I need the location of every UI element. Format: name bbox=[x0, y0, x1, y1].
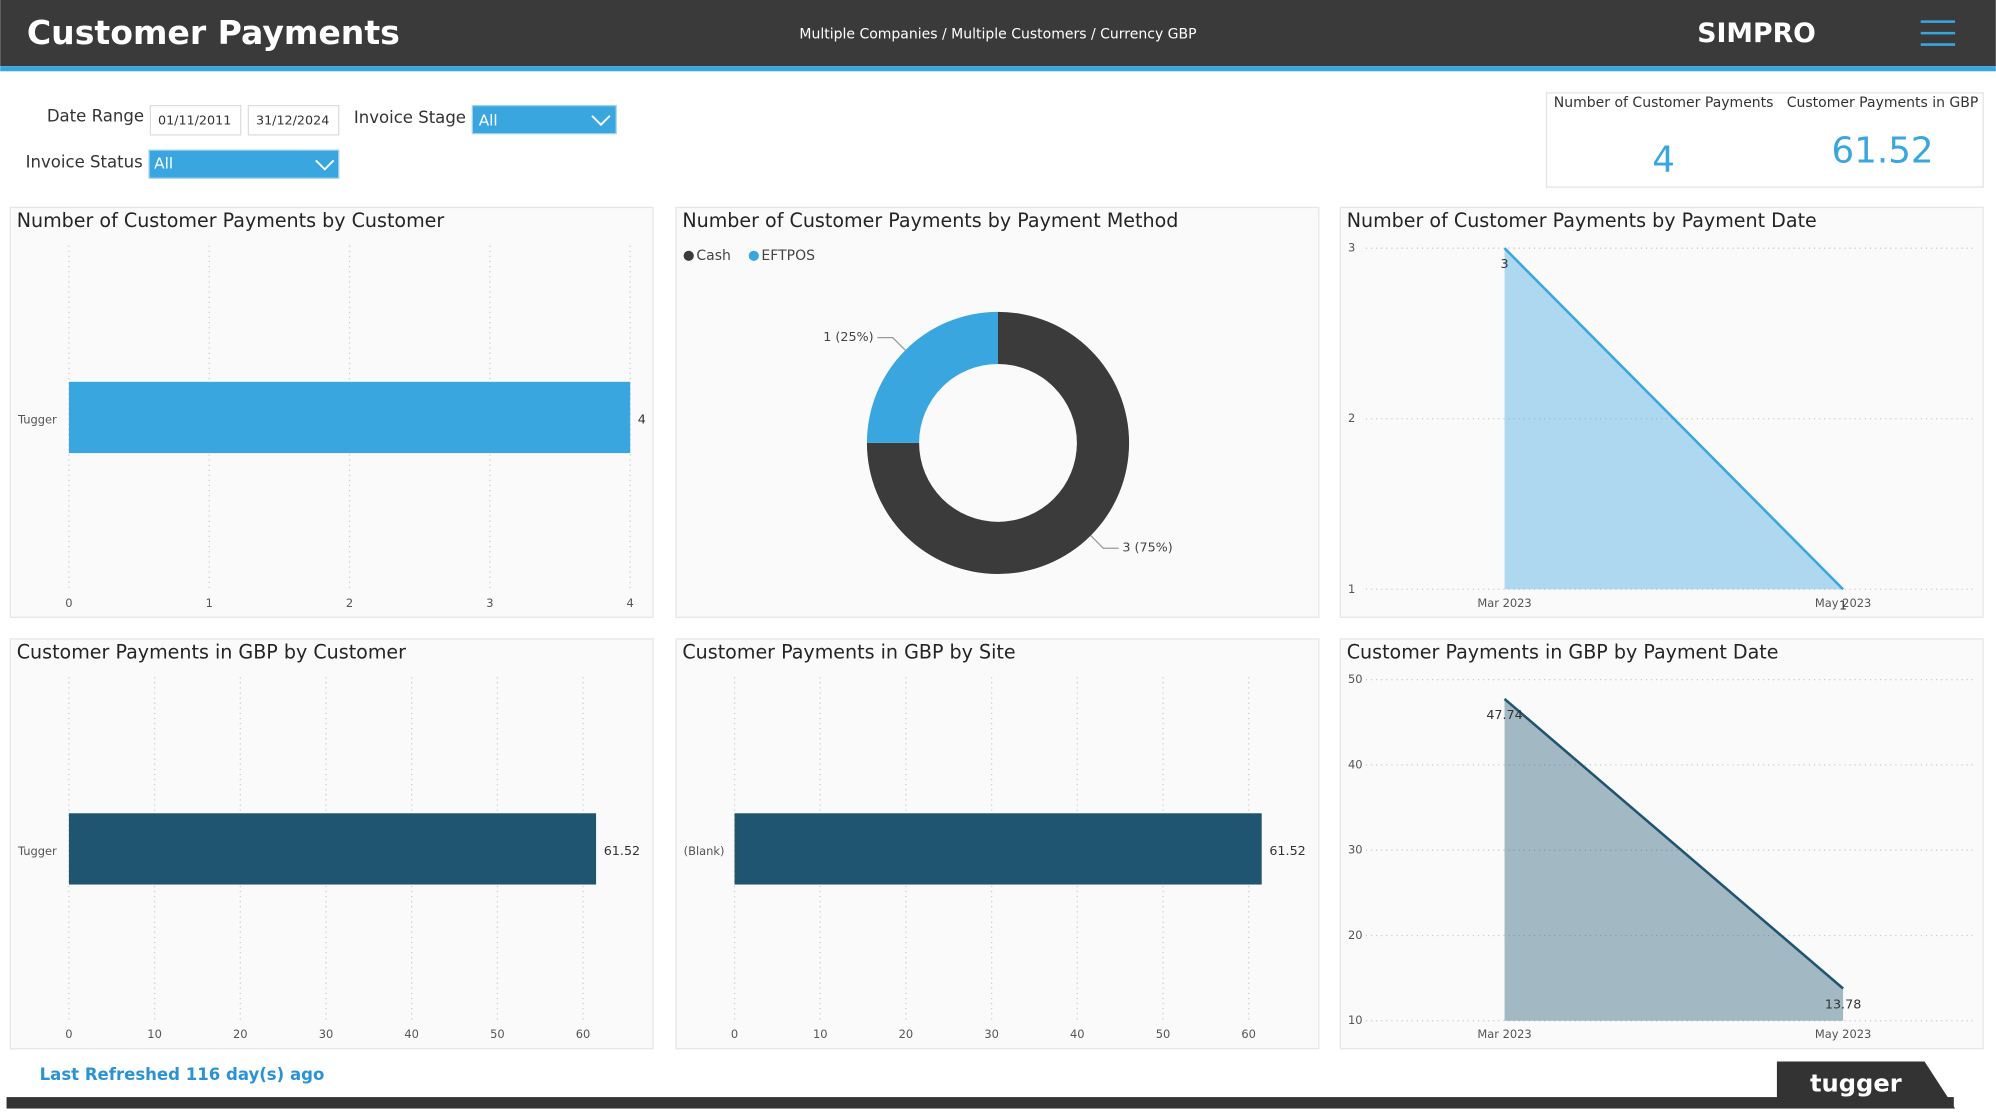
kpi-label: Customer Payments in GBP bbox=[1787, 95, 1979, 111]
data-label: 47.74 bbox=[1486, 707, 1522, 722]
chart-title: Customer Payments in GBP by Site bbox=[682, 640, 1015, 663]
x-tick-label: 4 bbox=[627, 596, 634, 610]
page-title: Customer Payments bbox=[27, 13, 400, 52]
x-tick-label: 40 bbox=[404, 1027, 419, 1041]
x-tick-label: May 2023 bbox=[1815, 1027, 1871, 1041]
dropdown-arrow bbox=[591, 115, 611, 127]
date-to: 31/12/2024 bbox=[256, 112, 329, 127]
x-tick-label: 50 bbox=[1156, 1027, 1171, 1041]
y-tick-label: 1 bbox=[1348, 582, 1355, 596]
filter-label: Invoice Stage bbox=[354, 108, 466, 127]
x-tick-label: 1 bbox=[206, 596, 213, 610]
chart-title: Customer Payments in GBP by Payment Date bbox=[1347, 640, 1779, 663]
data-label: 61.52 bbox=[604, 843, 640, 858]
brand: tugger bbox=[1810, 1069, 1902, 1097]
bar bbox=[68, 381, 631, 454]
date-from: 01/11/2011 bbox=[158, 112, 231, 127]
logo: SIMPRO bbox=[1697, 18, 1816, 49]
area bbox=[1504, 698, 1844, 1021]
kpi-value: 4 bbox=[1652, 140, 1675, 181]
x-tick-label: 10 bbox=[813, 1027, 828, 1041]
y-tick-label: 30 bbox=[1348, 843, 1363, 857]
y-tick-label: 3 bbox=[1348, 241, 1355, 255]
y-tick-label: 2 bbox=[1348, 411, 1355, 425]
dropdown[interactable] bbox=[471, 105, 617, 135]
data-label: 4 bbox=[638, 412, 646, 427]
legend-label: EFTPOS bbox=[761, 248, 815, 264]
kpi-label: Number of Customer Payments bbox=[1554, 95, 1774, 111]
y-tick-label: 50 bbox=[1348, 672, 1363, 686]
dropdown[interactable] bbox=[148, 149, 340, 179]
x-tick-label: Mar 2023 bbox=[1477, 596, 1531, 610]
chart-title: Number of Customer Payments by Customer bbox=[17, 209, 445, 232]
x-tick-label: 50 bbox=[490, 1027, 505, 1041]
brand-badge bbox=[1776, 1061, 1956, 1109]
chart-title: Customer Payments in GBP by Customer bbox=[17, 640, 406, 663]
chart-panel bbox=[1339, 638, 1984, 1050]
dropdown-value: All bbox=[154, 155, 173, 173]
data-label: 3 (75%) bbox=[1122, 540, 1172, 555]
page-subtitle: Multiple Companies / Multiple Customers … bbox=[799, 26, 1196, 42]
x-tick-label: 20 bbox=[233, 1027, 248, 1041]
donut-slice bbox=[866, 311, 1130, 574]
y-tick-label: 40 bbox=[1348, 757, 1363, 771]
y-tick-label: (Blank) bbox=[684, 844, 725, 858]
bar bbox=[734, 813, 1262, 885]
y-tick-label: Tugger bbox=[17, 413, 57, 427]
header-accent bbox=[0, 66, 1996, 72]
x-tick-label: 40 bbox=[1070, 1027, 1085, 1041]
chart-panel bbox=[1339, 206, 1984, 618]
filter-label: Invoice Status bbox=[26, 152, 143, 171]
legend-marker bbox=[683, 250, 694, 261]
menu-icon[interactable] bbox=[1920, 20, 1956, 46]
chart-title: Number of Customer Payments by Payment D… bbox=[1347, 209, 1817, 232]
leader-line bbox=[877, 336, 906, 351]
line bbox=[1503, 247, 1844, 591]
x-tick-label: 3 bbox=[486, 596, 493, 610]
header-bar bbox=[0, 0, 1996, 67]
x-tick-label: Mar 2023 bbox=[1477, 1027, 1531, 1041]
x-tick-label: 20 bbox=[899, 1027, 914, 1041]
x-tick-label: 30 bbox=[984, 1027, 999, 1041]
data-label: 61.52 bbox=[1269, 843, 1305, 858]
data-label: 1 bbox=[1839, 597, 1847, 612]
donut-slice bbox=[866, 311, 998, 443]
x-tick-label: 0 bbox=[65, 1027, 72, 1041]
x-tick-label: 2 bbox=[346, 596, 353, 610]
filter-label: Date Range bbox=[47, 107, 144, 126]
leader-line bbox=[1090, 535, 1119, 549]
bar bbox=[68, 813, 597, 885]
x-tick-label: 10 bbox=[147, 1027, 162, 1041]
x-tick-label: 0 bbox=[731, 1027, 738, 1041]
data-label: 13.78 bbox=[1825, 997, 1861, 1012]
x-tick-label: 0 bbox=[65, 596, 72, 610]
chart-title: Number of Customer Payments by Payment M… bbox=[682, 209, 1178, 232]
x-tick-label: 60 bbox=[576, 1027, 591, 1041]
dropdown-value: All bbox=[479, 111, 498, 129]
x-tick-label: 30 bbox=[319, 1027, 334, 1041]
y-tick-label: 20 bbox=[1348, 928, 1363, 942]
legend-marker bbox=[748, 250, 759, 261]
y-tick-label: 10 bbox=[1348, 1013, 1363, 1027]
x-tick-label: 60 bbox=[1241, 1027, 1256, 1041]
kpi-value: 61.52 bbox=[1832, 131, 1934, 172]
data-label: 1 (25%) bbox=[823, 329, 873, 344]
kpi-card bbox=[1545, 92, 1984, 188]
line bbox=[1503, 697, 1844, 990]
x-tick-label: May 2023 bbox=[1815, 596, 1871, 610]
y-tick-label: Tugger bbox=[17, 844, 57, 858]
date-input[interactable] bbox=[149, 105, 242, 136]
legend-label: Cash bbox=[696, 248, 731, 264]
footer-bar bbox=[6, 1097, 1954, 1109]
date-input[interactable] bbox=[247, 105, 340, 136]
dropdown-arrow bbox=[315, 159, 335, 171]
data-label: 3 bbox=[1500, 256, 1508, 271]
refresh-note: Last Refreshed 116 day(s) ago bbox=[40, 1065, 325, 1084]
